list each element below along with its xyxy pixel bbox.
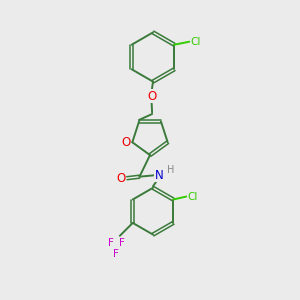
Text: Cl: Cl — [188, 191, 198, 202]
Text: F: F — [113, 249, 119, 259]
Text: Cl: Cl — [190, 37, 201, 47]
Text: H: H — [167, 165, 174, 175]
Text: F: F — [108, 238, 114, 248]
Text: O: O — [121, 136, 130, 149]
Text: O: O — [116, 172, 125, 185]
Text: F: F — [119, 238, 124, 248]
Text: O: O — [147, 89, 156, 103]
Text: N: N — [154, 169, 164, 182]
